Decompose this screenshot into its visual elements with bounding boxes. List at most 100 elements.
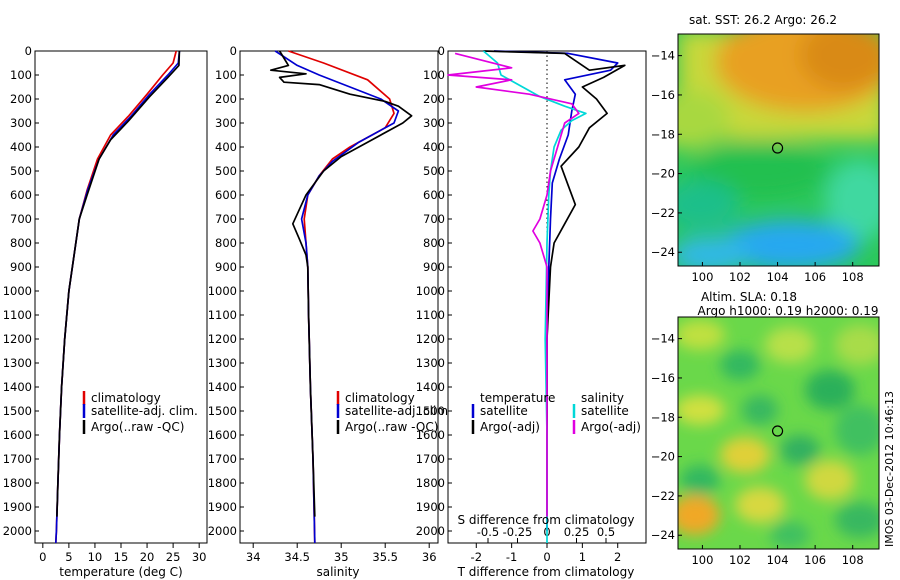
depth-tick-label: 1400: [416, 380, 445, 394]
depth-tick-label: 2000: [416, 524, 445, 538]
lat-tick-label: −16: [651, 88, 675, 102]
lat-tick-label: −14: [651, 332, 675, 346]
sla-map-subtitle: Argo h1000: 0.19 h2000: 0.19: [698, 304, 879, 318]
depth-tick-label: 1600: [416, 428, 445, 442]
t-difference-xlabel: T difference from climatology: [457, 565, 635, 579]
sst-map-frame: [677, 33, 880, 267]
lon-tick-label: 104: [767, 270, 789, 284]
sla-heatmap: [678, 317, 879, 549]
legend-label-climatology: climatology: [345, 391, 415, 405]
salinity-axes-box: [239, 50, 439, 544]
series-line-salinity-satellite: [482, 50, 587, 543]
x-tick-label: 0: [39, 550, 46, 564]
x-tick-label: 30: [192, 550, 207, 564]
salinity-legend: climatology satellite-adj. clim Argo(..r…: [336, 391, 448, 434]
argo-float-marker: [771, 142, 784, 154]
x-tick-label: 15: [114, 550, 129, 564]
legend-label-argo: Argo(..raw -QC): [91, 420, 184, 434]
depth-tick-label: 100: [215, 68, 237, 82]
temperature-axes-box: [34, 50, 208, 544]
depth-tick-label: 1200: [3, 332, 32, 346]
depth-tick-label: 200: [10, 92, 32, 106]
legend-label-temp-argo: Argo(-adj): [480, 420, 540, 434]
lat-tick-label: −20: [651, 167, 675, 181]
legend-label-sal-satellite: satellite: [581, 404, 629, 418]
lon-tick-label: 106: [804, 553, 826, 567]
depth-tick-label: 1500: [3, 404, 32, 418]
legend-label-satellite: satellite-adj. clim.: [91, 404, 198, 418]
depth-tick-label: 1600: [208, 428, 237, 442]
legend-label-satellite: satellite-adj. clim: [345, 404, 448, 418]
difference-legend: temperature salinity satellite Argo(-adj…: [471, 391, 641, 434]
depth-tick-label: 1900: [208, 500, 237, 514]
x-tick-label: 25: [166, 550, 181, 564]
temperature-xlabel: temperature (deg C): [59, 565, 182, 579]
depth-tick-label: 600: [423, 188, 445, 202]
x-tick-label: -1: [506, 550, 517, 564]
s-difference-xlabel: S difference from climatology: [458, 513, 635, 527]
depth-tick-label: 1000: [208, 284, 237, 298]
depth-tick-label: 100: [10, 68, 32, 82]
depth-tick-label: 1200: [416, 332, 445, 346]
temperature-legend: climatology satellite-adj. clim. Argo(..…: [82, 391, 198, 434]
series-line-argo-raw-qc-: [269, 50, 413, 517]
depth-tick-label: 100: [423, 68, 445, 82]
depth-tick-label: 700: [215, 212, 237, 226]
lat-tick-label: −22: [651, 489, 675, 503]
x-tick-label: 0: [543, 550, 550, 564]
lat-tick-label: −18: [651, 127, 675, 141]
legend-label-climatology: climatology: [91, 391, 161, 405]
s-tick-label: 0.5: [597, 525, 615, 539]
sla-map-panel: Altim. SLA: 0.18 Argo h1000: 0.19 h2000:…: [651, 290, 880, 567]
lon-tick-label: 102: [729, 270, 751, 284]
depth-tick-label: 1300: [3, 356, 32, 370]
series-line-temperature-argo-adj-: [483, 50, 626, 517]
depth-tick-label: 1100: [416, 308, 445, 322]
x-tick-label: 35.5: [372, 550, 398, 564]
depth-tick-label: 1800: [416, 476, 445, 490]
depth-tick-label: 400: [215, 140, 237, 154]
s-tick-label: 0.25: [564, 525, 590, 539]
imos-date-stamp: IMOS 03-Dec-2012 10:46:13: [883, 391, 896, 547]
s-tick-label: -0.25: [503, 525, 533, 539]
depth-tick-label: 1300: [208, 356, 237, 370]
depth-tick-label: 800: [10, 236, 32, 250]
depth-tick-label: 400: [423, 140, 445, 154]
depth-tick-label: 900: [10, 260, 32, 274]
depth-tick-label: 200: [215, 92, 237, 106]
depth-tick-label: 1600: [3, 428, 32, 442]
lat-tick-label: −14: [651, 49, 675, 63]
depth-tick-label: 2000: [208, 524, 237, 538]
depth-tick-label: 500: [215, 164, 237, 178]
depth-tick-label: 700: [10, 212, 32, 226]
x-tick-label: 2: [614, 550, 621, 564]
depth-tick-label: 1800: [3, 476, 32, 490]
x-tick-label: 1: [579, 550, 586, 564]
legend-title-temperature: temperature: [480, 391, 555, 405]
depth-tick-label: 2000: [3, 524, 32, 538]
depth-tick-label: 400: [10, 140, 32, 154]
depth-tick-label: 1700: [416, 452, 445, 466]
x-tick-label: 10: [88, 550, 103, 564]
salinity-xlabel: salinity: [316, 565, 359, 579]
depth-tick-label: 1500: [416, 404, 445, 418]
s-tick-label: -0.5: [477, 525, 499, 539]
x-tick-label: 36: [422, 550, 437, 564]
x-tick-label: 34.5: [284, 550, 310, 564]
salinity-profile-panel: 0100200300400500600700800900100011001200…: [208, 44, 448, 579]
lon-tick-label: 100: [691, 553, 713, 567]
depth-tick-label: 1300: [416, 356, 445, 370]
series-line-salinity-argo-adj-: [447, 52, 580, 517]
depth-tick-label: 1700: [208, 452, 237, 466]
difference-profile-panel: 0100200300400500600700800900100011001200…: [416, 44, 647, 579]
depth-tick-label: 300: [10, 116, 32, 130]
lon-tick-label: 106: [804, 270, 826, 284]
depth-tick-label: 800: [423, 236, 445, 250]
x-tick-label: 34: [246, 550, 261, 564]
depth-tick-label: 1900: [416, 500, 445, 514]
depth-tick-label: 1400: [208, 380, 237, 394]
depth-tick-label: 200: [423, 92, 445, 106]
lat-tick-label: −18: [651, 410, 675, 424]
depth-tick-label: 800: [215, 236, 237, 250]
